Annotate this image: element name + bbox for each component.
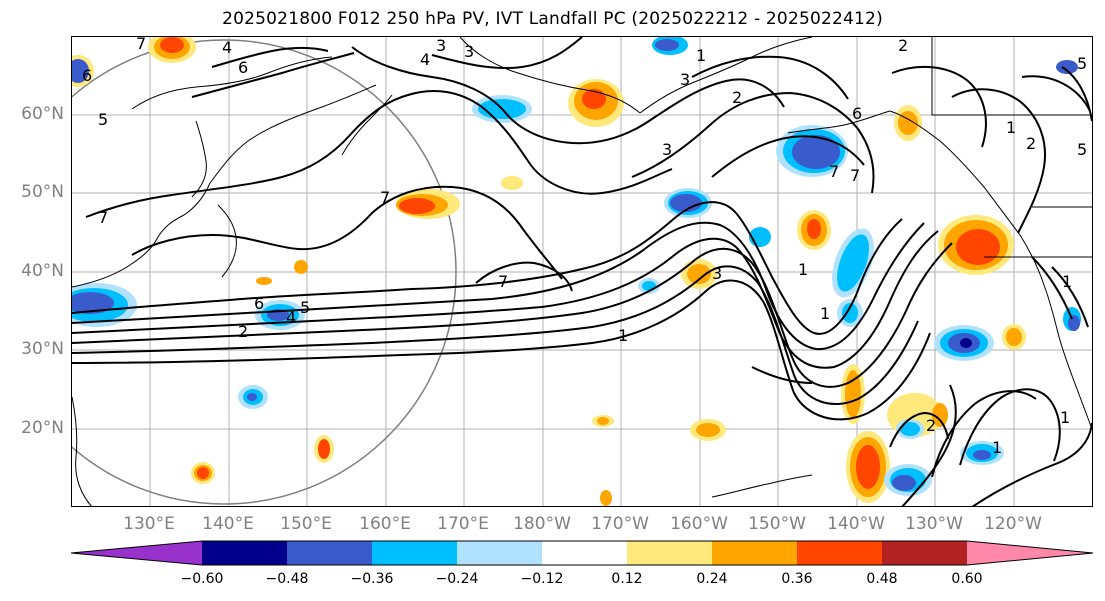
lat-label: 20°N — [21, 418, 64, 438]
contour-label: 7 — [850, 166, 860, 185]
colorbar-segment — [627, 541, 712, 565]
map-title: 2025021800 F012 250 hPa PV, IVT Landfall… — [222, 9, 883, 29]
colorbar-tick: 0.60 — [951, 571, 983, 587]
lat-label: 40°N — [21, 261, 64, 281]
contour-label: 4 — [420, 50, 430, 69]
contour-label: 1 — [1006, 118, 1016, 137]
colorbar-segment — [712, 541, 797, 565]
contour-label: 2 — [238, 322, 248, 341]
map-canvas: 4 6 3 4 2 6 3 1 7 5 7 7 5 4 6 2 7 3 1 1 … — [72, 37, 1092, 506]
contour-label: 1 — [1062, 272, 1072, 291]
contour-label: 5 — [1077, 140, 1087, 159]
contour-label: 3 — [464, 42, 474, 61]
contour-label: 3 — [662, 140, 672, 159]
lon-label: 130°W — [905, 514, 963, 534]
lon-label: 170°E — [437, 514, 489, 534]
lon-label: 180°W — [513, 514, 571, 534]
contour-label: 1 — [1060, 408, 1070, 427]
contour-label: 3 — [436, 37, 446, 55]
contour-label: 3 — [680, 70, 690, 89]
contour-label: 7 — [136, 37, 146, 53]
lon-label: 120°W — [984, 514, 1042, 534]
colorbar-segment — [372, 541, 457, 565]
contour-label: 1 — [798, 260, 808, 279]
colorbar-tick: 0.36 — [781, 571, 813, 587]
lat-label: 60°N — [21, 104, 64, 124]
map-panel[interactable]: 4 6 3 4 2 6 3 1 7 5 7 7 5 4 6 2 7 3 1 1 … — [71, 36, 1093, 507]
colorbar-segment — [287, 541, 372, 565]
colorbar-tick: −0.60 — [180, 571, 224, 587]
lat-label: 30°N — [21, 339, 64, 359]
contour-label: 7 — [498, 272, 508, 291]
colorbar-tick: −0.24 — [435, 571, 479, 587]
ivt-contours — [72, 37, 1092, 506]
contour-label: 6 — [852, 104, 862, 123]
contour-label: 7 — [98, 208, 108, 227]
colorbar-segment — [202, 541, 287, 565]
lon-label: 150°E — [280, 514, 332, 534]
lon-label: 130°E — [123, 514, 175, 534]
colorbar-tick: −0.48 — [265, 571, 309, 587]
contour-label: 5 — [1077, 54, 1087, 73]
colorbar-segment — [542, 541, 627, 565]
contour-label: 1 — [992, 438, 1002, 457]
contour-label: 2 — [732, 88, 742, 107]
colorbar-over-arrow — [967, 541, 1093, 565]
lon-label: 160°W — [670, 514, 728, 534]
lon-label: 170°W — [591, 514, 649, 534]
contour-label: 5 — [98, 110, 108, 129]
contour-label: 5 — [300, 298, 310, 317]
colorbar-segment — [797, 541, 882, 565]
colorbar-tick: 0.48 — [866, 571, 898, 587]
colorbar-segment — [882, 541, 967, 565]
colorbar-segment — [457, 541, 542, 565]
lon-label: 140°W — [827, 514, 885, 534]
radius-circle — [72, 39, 457, 505]
lat-label: 50°N — [21, 182, 64, 202]
colorbar-tick: 0.12 — [611, 571, 643, 587]
contour-label: 3 — [712, 264, 722, 283]
contour-label: 2 — [1026, 134, 1036, 153]
lon-label: 160°E — [359, 514, 411, 534]
contour-label: 2 — [926, 416, 936, 435]
contour-label: 7 — [380, 188, 390, 207]
contour-label: 1 — [696, 46, 706, 65]
contour-label: 6 — [82, 66, 92, 85]
colorbar-under-arrow — [71, 541, 202, 565]
colorbar-tick: −0.12 — [520, 571, 564, 587]
contour-label: 4 — [222, 38, 232, 57]
colorbar — [71, 540, 1094, 566]
contour-label: 2 — [898, 37, 908, 55]
contour-label: 7 — [829, 162, 839, 181]
contour-label: 1 — [820, 304, 830, 323]
coastlines — [72, 37, 1092, 506]
contour-labels: 4 6 3 4 2 6 3 1 7 5 7 7 5 4 6 2 7 3 1 1 … — [82, 37, 1087, 457]
contour-label: 6 — [238, 58, 248, 77]
contour-label: 1 — [618, 326, 628, 345]
lon-label: 140°E — [202, 514, 254, 534]
colorbar-tick: 0.24 — [696, 571, 728, 587]
contour-label: 6 — [254, 294, 264, 313]
colorbar-tick: −0.36 — [350, 571, 394, 587]
contour-label: 4 — [286, 308, 296, 327]
lon-label: 150°W — [748, 514, 806, 534]
